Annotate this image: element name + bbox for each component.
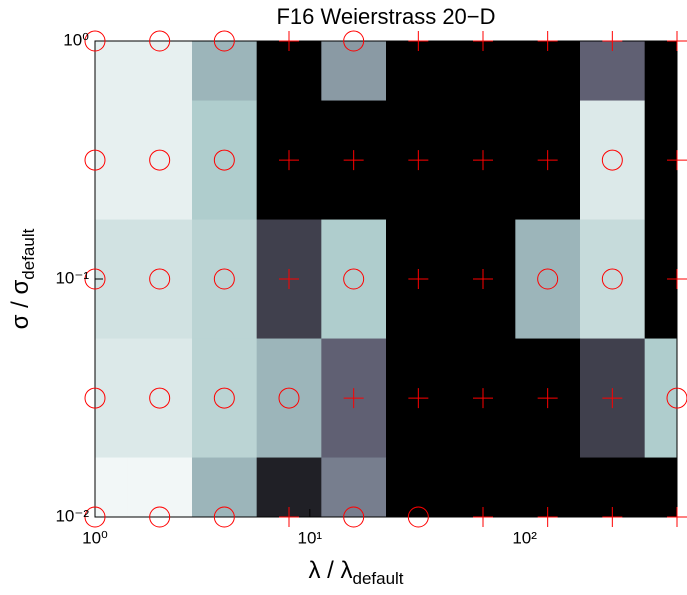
marker-circle: [343, 30, 365, 52]
marker-plus: [408, 31, 429, 51]
plot-area: 10⁰ 10¹ 10² 10⁻² 10⁻¹ 10⁰: [55, 30, 687, 547]
contour-cell: [192, 457, 258, 518]
contour-cell: [256, 41, 322, 102]
contour-cell: [127, 219, 193, 340]
x-label-text: λ / λ: [308, 557, 352, 584]
contour-cell: [321, 457, 387, 518]
contour-cell: [95, 41, 128, 102]
marker-plus: [537, 388, 558, 409]
x-axis-label: λ / λdefault: [308, 557, 403, 588]
marker-circle: [84, 30, 106, 52]
marker-circle: [149, 268, 171, 290]
contour-cell: [386, 457, 452, 518]
marker-circle: [149, 387, 171, 409]
contour-cell: [644, 457, 678, 518]
y-label-text: σ / σ: [7, 280, 34, 330]
contour-cell: [95, 338, 128, 459]
marker-circle: [84, 149, 106, 171]
marker-circle: [149, 30, 171, 52]
marker-plus: [343, 388, 364, 409]
marker-circle: [601, 268, 623, 290]
marker-plus: [667, 269, 687, 289]
x-tick-label: 10¹: [298, 528, 323, 547]
marker-plus: [279, 507, 299, 527]
contour-cell: [256, 338, 322, 459]
marker-plus: [279, 269, 299, 289]
contour-cell: [386, 41, 452, 102]
marker-plus: [537, 150, 558, 171]
contour-cell: [580, 41, 646, 102]
marker-plus: [473, 150, 493, 171]
contour-cell: [127, 41, 193, 102]
marker-plus: [279, 31, 299, 51]
marker-plus: [667, 150, 687, 171]
marker-plus: [602, 31, 623, 51]
marker-plus: [473, 269, 493, 289]
chart-title: F16 Weierstrass 20−D: [276, 4, 495, 29]
marker-plus: [473, 388, 493, 409]
marker-circle: [84, 506, 106, 528]
marker-plus: [602, 388, 623, 409]
marker-circle: [213, 387, 235, 409]
contour-cell: [192, 338, 258, 459]
marker-circle: [601, 149, 623, 171]
y-tick-label: 10⁻¹: [55, 268, 89, 287]
marker-plus: [537, 507, 558, 527]
marker-circle: [149, 506, 171, 528]
marker-circle: [213, 30, 235, 52]
contour-cell: [127, 457, 193, 518]
contour-cell: [95, 457, 128, 518]
marker-plus: [667, 507, 687, 527]
marker-circle: [84, 387, 106, 409]
contour-cell: [450, 41, 516, 102]
marker-circle: [213, 268, 235, 290]
marker-circle: [213, 506, 235, 528]
marker-plus: [408, 269, 429, 289]
contour-cell: [515, 219, 581, 340]
contour-cell: [192, 41, 258, 102]
contour-cell: [644, 41, 678, 102]
marker-plus: [667, 31, 687, 51]
contour-cell: [515, 41, 581, 102]
marker-circle: [537, 268, 559, 290]
contour-cell: [127, 338, 193, 459]
contour-cell: [95, 100, 128, 221]
marker-circle: [343, 506, 365, 528]
marker-plus: [408, 150, 429, 171]
x-label-subscript: default: [352, 569, 403, 588]
contour-cell: [644, 338, 678, 459]
marker-plus: [279, 150, 299, 171]
marker-circle: [343, 268, 365, 290]
contour-cell: [321, 219, 387, 340]
marker-plus: [343, 150, 364, 171]
y-tick-label: 10⁻²: [55, 506, 89, 525]
contour-cell: [321, 41, 387, 102]
marker-plus: [473, 507, 493, 527]
marker-circle: [407, 506, 429, 528]
marker-plus: [537, 31, 558, 51]
contour-cell: [580, 100, 646, 221]
marker-circle: [84, 268, 106, 290]
marker-plus: [473, 31, 493, 51]
marker-plus: [602, 507, 623, 527]
marker-circle: [666, 387, 687, 409]
marker-circle: [213, 149, 235, 171]
y-label-subscript: default: [19, 228, 38, 279]
y-axis-label: σ / σdefault: [7, 228, 38, 329]
contour-cell: [580, 219, 646, 340]
marker-circle: [278, 387, 300, 409]
contour-cell: [192, 219, 258, 340]
x-tick-label: 10²: [512, 528, 537, 547]
contour-cell: [192, 100, 258, 221]
marker-circle: [149, 149, 171, 171]
x-tick-label: 10⁰: [82, 528, 108, 547]
marker-plus: [408, 388, 429, 409]
contour-cell: [127, 100, 193, 221]
y-tick-label: 10⁰: [63, 30, 89, 49]
